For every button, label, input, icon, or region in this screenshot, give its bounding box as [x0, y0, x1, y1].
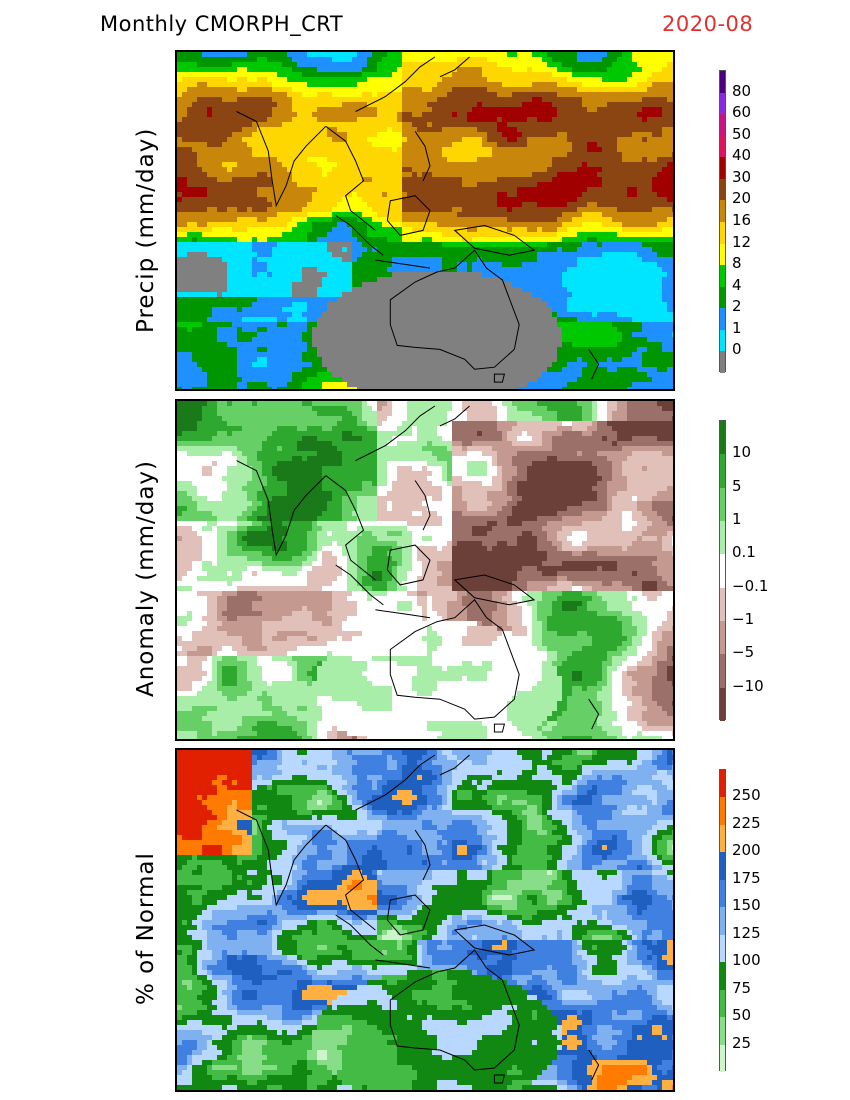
colorbar-swatch	[720, 554, 725, 588]
map-field	[177, 401, 673, 739]
colorbar-swatch	[720, 1044, 725, 1072]
colorbar-swatch	[720, 243, 725, 266]
colorbar-swatch	[720, 351, 725, 373]
panel-precip-ylabel: Precip (mm/day)	[133, 128, 159, 333]
map-date: 2020-08	[662, 12, 753, 36]
colorbar-swatch	[720, 1017, 725, 1045]
anomaly-map	[177, 401, 673, 739]
colorbar-swatch	[720, 454, 725, 488]
colorbar-label: −5	[732, 645, 754, 660]
colorbar-swatch	[720, 687, 725, 721]
colorbar-label: 80	[732, 83, 751, 99]
panel-percent-ylabel: % of Normal	[133, 852, 159, 1005]
colorbar-swatch	[720, 907, 725, 935]
map-field	[177, 750, 673, 1090]
colorbar-label: 0.1	[732, 545, 756, 560]
colorbar-label: 175	[732, 870, 761, 886]
colorbar-label: 1	[732, 320, 742, 336]
colorbar-label: 60	[732, 105, 751, 120]
colorbar-swatch	[720, 92, 725, 115]
colorbar-swatch	[720, 989, 725, 1018]
colorbar-swatch	[720, 770, 725, 798]
precip-map-panel	[175, 50, 675, 391]
colorbar-label: −1	[732, 612, 754, 627]
anomaly-colorbar	[719, 420, 726, 721]
coastline	[236, 754, 600, 1084]
colorbar-label: 2	[732, 299, 742, 314]
precip-map	[177, 52, 673, 389]
colorbar-label: 250	[732, 788, 761, 803]
map-title: Monthly CMORPH_CRT	[100, 12, 343, 36]
colorbar-label: 200	[732, 843, 761, 858]
colorbar-label: 25	[732, 1035, 751, 1051]
coastline	[236, 405, 600, 733]
colorbar-swatch	[720, 852, 725, 880]
colorbar-swatch	[720, 71, 725, 93]
colorbar-swatch	[720, 221, 725, 244]
colorbar-swatch	[720, 824, 725, 853]
colorbar-swatch	[720, 421, 725, 455]
colorbar-swatch	[720, 797, 725, 825]
colorbar-label: 1	[732, 512, 742, 527]
colorbar-swatch	[720, 487, 725, 521]
colorbar-swatch	[720, 157, 725, 179]
colorbar-swatch	[720, 879, 725, 908]
colorbar-swatch	[720, 587, 725, 621]
colorbar-label: 12	[732, 234, 751, 250]
colorbar-swatch	[720, 200, 725, 222]
colorbar-swatch	[720, 654, 725, 688]
colorbar-label: 30	[732, 169, 751, 185]
colorbar-label: 50	[732, 126, 751, 142]
colorbar-label: 4	[732, 277, 742, 293]
percent-colorbar	[719, 769, 726, 1072]
colorbar-label: −0.1	[732, 578, 768, 594]
colorbar-label: 0	[732, 342, 742, 357]
anomaly-map-panel	[175, 399, 675, 741]
colorbar-label: 20	[732, 191, 751, 206]
colorbar-label: 125	[732, 925, 761, 941]
colorbar-swatch	[720, 135, 725, 158]
colorbar-swatch	[720, 114, 725, 136]
colorbar-label: 100	[732, 953, 761, 968]
colorbar-swatch	[720, 178, 725, 201]
colorbar-label: 10	[732, 445, 751, 460]
percent-map-panel	[175, 748, 675, 1092]
colorbar-label: 40	[732, 148, 751, 163]
panel-anomaly-ylabel: Anomaly (mm/day)	[133, 460, 159, 697]
colorbar-swatch	[720, 962, 725, 990]
colorbar-label: 75	[732, 980, 751, 996]
precip-colorbar	[719, 70, 726, 373]
colorbar-swatch	[720, 308, 725, 330]
colorbar-swatch	[720, 329, 725, 352]
coastline	[236, 56, 600, 383]
percent-map	[177, 750, 673, 1090]
colorbar-swatch	[720, 620, 725, 655]
colorbar-label: 150	[732, 898, 761, 913]
map-field	[177, 52, 673, 389]
colorbar-swatch	[720, 520, 725, 555]
colorbar-label: −10	[732, 678, 764, 694]
colorbar-label: 16	[732, 213, 751, 228]
colorbar-label: 225	[732, 815, 761, 831]
colorbar-label: 8	[732, 256, 742, 271]
colorbar-swatch	[720, 934, 725, 963]
colorbar-swatch	[720, 286, 725, 309]
colorbar-label: 50	[732, 1008, 751, 1023]
colorbar-swatch	[720, 265, 725, 287]
colorbar-label: 5	[732, 478, 742, 494]
